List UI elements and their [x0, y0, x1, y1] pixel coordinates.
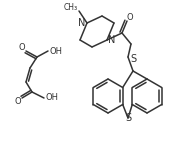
Text: OH: OH — [45, 93, 58, 103]
Text: O: O — [19, 44, 25, 52]
Text: O: O — [15, 96, 21, 105]
Text: N: N — [78, 18, 86, 28]
Text: S: S — [130, 54, 136, 64]
Text: CH₃: CH₃ — [64, 4, 78, 13]
Text: O: O — [127, 13, 133, 21]
Text: OH: OH — [49, 47, 62, 56]
Text: S: S — [125, 113, 131, 123]
Text: N: N — [108, 35, 116, 45]
